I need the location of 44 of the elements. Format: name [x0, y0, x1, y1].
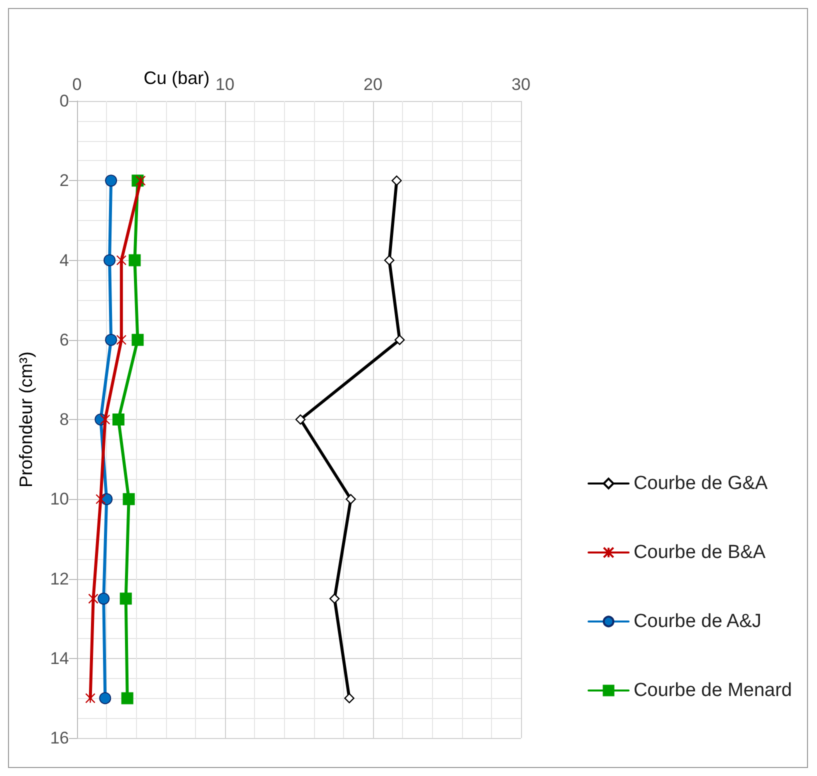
legend-label: Courbe de Menard	[634, 680, 792, 701]
y-tick-label: 14	[50, 648, 69, 668]
y-tick-label: 2	[60, 171, 69, 190]
y-tick-label: 4	[60, 250, 69, 270]
point	[99, 692, 112, 704]
y-tick-label: 12	[50, 569, 69, 588]
point	[132, 334, 144, 346]
point	[116, 255, 126, 266]
legend-label: Courbe de G&A	[634, 473, 768, 494]
point	[120, 592, 132, 605]
x-tick-label: 30	[512, 75, 530, 94]
y-tick-label: 10	[50, 490, 69, 509]
y-tick-label: 0	[60, 92, 69, 110]
point	[384, 255, 394, 266]
y-tick-label: 6	[60, 330, 69, 350]
point	[329, 594, 340, 604]
point	[105, 174, 118, 187]
point	[346, 494, 356, 504]
point	[295, 414, 306, 425]
point	[85, 693, 96, 704]
point	[128, 254, 141, 266]
point	[116, 334, 126, 345]
y-tick-label: 8	[60, 410, 69, 429]
point	[98, 592, 110, 605]
point	[104, 254, 116, 266]
point	[392, 176, 402, 186]
point	[394, 334, 405, 345]
point	[105, 334, 118, 346]
point	[112, 414, 124, 426]
legend-label: Courbe de A&J	[634, 611, 762, 632]
point	[96, 494, 106, 504]
y-axis-title: Profondeur (cm³)	[16, 351, 36, 488]
x-tick-label: 0	[72, 75, 82, 94]
point	[122, 493, 135, 506]
x-tick-label: 20	[364, 75, 382, 94]
point	[121, 692, 134, 704]
y-tick-label: 16	[50, 728, 69, 748]
point	[344, 693, 354, 704]
point	[100, 414, 110, 425]
point	[88, 594, 98, 604]
x-tick-label: 10	[216, 75, 234, 94]
legend-label: Courbe de B&A	[634, 542, 766, 563]
point	[136, 176, 146, 186]
x-axis-title: Cu (bar)	[144, 68, 210, 88]
